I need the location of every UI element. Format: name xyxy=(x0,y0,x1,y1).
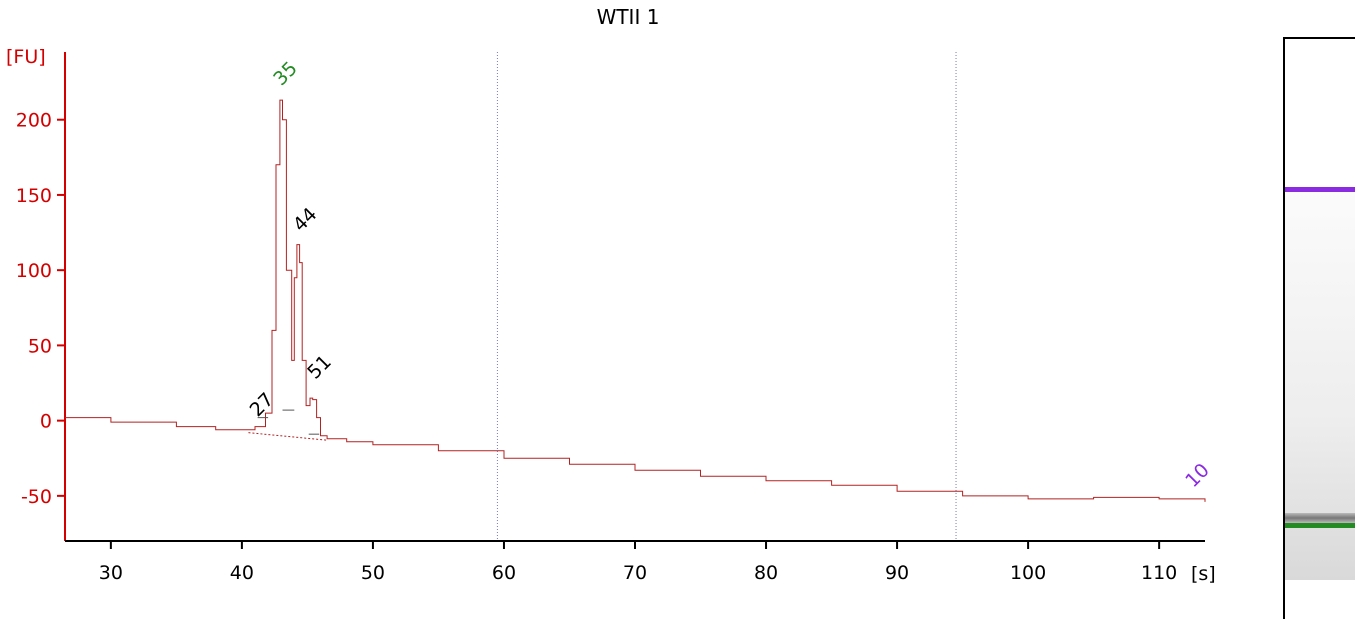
y-tick-label: 200 xyxy=(16,110,52,132)
x-tick-label: 100 xyxy=(1010,562,1046,584)
x-tick-label: 30 xyxy=(99,562,123,584)
y-tick-label: 100 xyxy=(16,260,52,282)
peak-label: 51 xyxy=(303,351,336,384)
gel-sample-band-haze xyxy=(1285,513,1355,523)
x-tick-label: 70 xyxy=(623,562,647,584)
peak-label: 10 xyxy=(1181,459,1214,492)
peak-label: 35 xyxy=(269,57,302,90)
x-tick-label: 110 xyxy=(1141,562,1177,584)
y-tick-label: 150 xyxy=(16,185,52,207)
peak-label: 44 xyxy=(289,203,322,236)
peak-label: 27 xyxy=(246,388,279,421)
x-tick-label: 50 xyxy=(361,562,385,584)
trace-line xyxy=(65,99,1206,502)
x-axis-unit-label: [s] xyxy=(1191,563,1216,585)
x-tick-label: 60 xyxy=(492,562,516,584)
x-tick-label: 80 xyxy=(754,562,778,584)
peak-baseline xyxy=(248,432,328,441)
gel-upper-marker-band xyxy=(1285,187,1355,192)
y-tick-label: -50 xyxy=(21,486,52,508)
gel-lower-marker-band xyxy=(1285,523,1355,528)
y-tick-label: 0 xyxy=(40,411,52,433)
y-axis-unit-label: [FU] xyxy=(6,46,46,68)
x-tick-label: 40 xyxy=(230,562,254,584)
gel-image-panel xyxy=(1283,37,1355,619)
y-tick-label: 50 xyxy=(28,335,52,357)
chart-title: WTII 1 xyxy=(597,5,660,29)
x-tick-label: 90 xyxy=(885,562,909,584)
electropherogram-chart: WTII 1 [FU] [s] -50 0 50 100 150 200 30 40 50 60 7… xyxy=(6,5,1216,585)
